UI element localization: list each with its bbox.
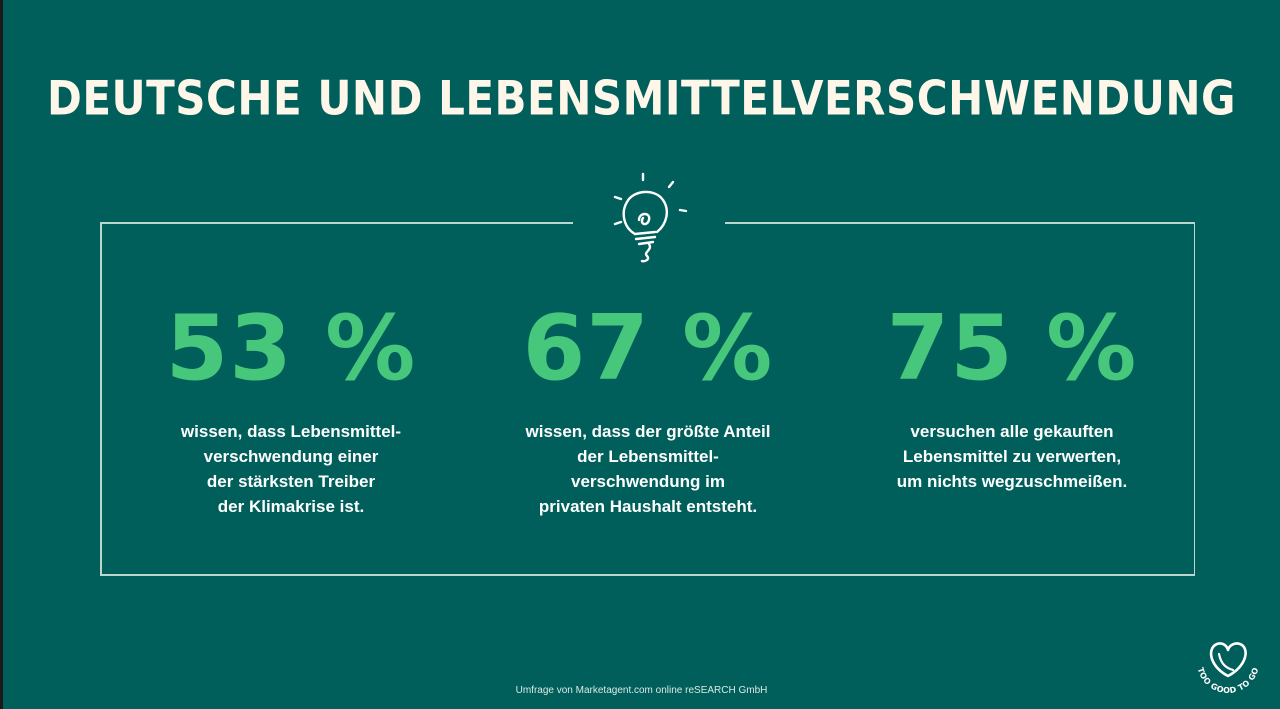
stat-line: versuchen alle gekauften xyxy=(910,422,1114,441)
stat-line: der stärksten Treiber xyxy=(206,472,376,491)
infographic-slide: DEUTSCHE UND LEBENSMITTELVERSCHWENDUNG 5… xyxy=(3,0,1280,709)
frame-left xyxy=(100,222,102,575)
frame-right xyxy=(1193,222,1195,575)
stat-line: verschwendung im xyxy=(571,472,725,491)
stat-description: wissen, dass Lebensmittel- verschwendung… xyxy=(111,419,471,519)
stat-description: wissen, dass der größte Anteil der Leben… xyxy=(468,419,828,519)
logo-text: TOO GOOD TO GO xyxy=(1196,666,1260,695)
svg-text:TOO GOOD TO GO: TOO GOOD TO GO xyxy=(1196,666,1261,695)
stat-2: 67 % wissen, dass der größte Anteil der … xyxy=(468,294,828,519)
lightbulb-icon xyxy=(613,172,688,263)
stat-line: wissen, dass der größte Anteil xyxy=(525,422,771,441)
stat-1: 53 % wissen, dass Lebensmittel- verschwe… xyxy=(111,294,471,519)
frame-top-right xyxy=(725,222,1195,224)
stat-line: Lebensmittel zu verwerten, xyxy=(902,447,1122,466)
stat-line: um nichts wegzuschmeißen. xyxy=(896,472,1128,491)
stat-line: privaten Haushalt entsteht. xyxy=(538,497,758,516)
frame-top-left xyxy=(100,222,573,224)
stat-line: verschwendung einer xyxy=(203,447,379,466)
stat-value: 75 % xyxy=(886,296,1138,401)
heart-logo-icon: TOO GOOD TO GO xyxy=(1196,642,1261,695)
frame-bottom xyxy=(100,574,1195,576)
source-note: Umfrage von Marketagent.com online reSEA… xyxy=(515,685,768,696)
stat-description: versuchen alle gekauften Lebensmittel zu… xyxy=(832,419,1192,494)
stat-value: 67 % xyxy=(522,296,774,401)
stat-line: der Klimakrise ist. xyxy=(217,497,365,516)
stat-3: 75 % versuchen alle gekauften Lebensmitt… xyxy=(832,294,1192,494)
page-title: DEUTSCHE UND LEBENSMITTELVERSCHWENDUNG xyxy=(46,71,1236,126)
stat-line: der Lebensmittel- xyxy=(577,447,719,466)
stat-value: 53 % xyxy=(165,296,417,401)
stat-line: wissen, dass Lebensmittel- xyxy=(180,422,402,441)
